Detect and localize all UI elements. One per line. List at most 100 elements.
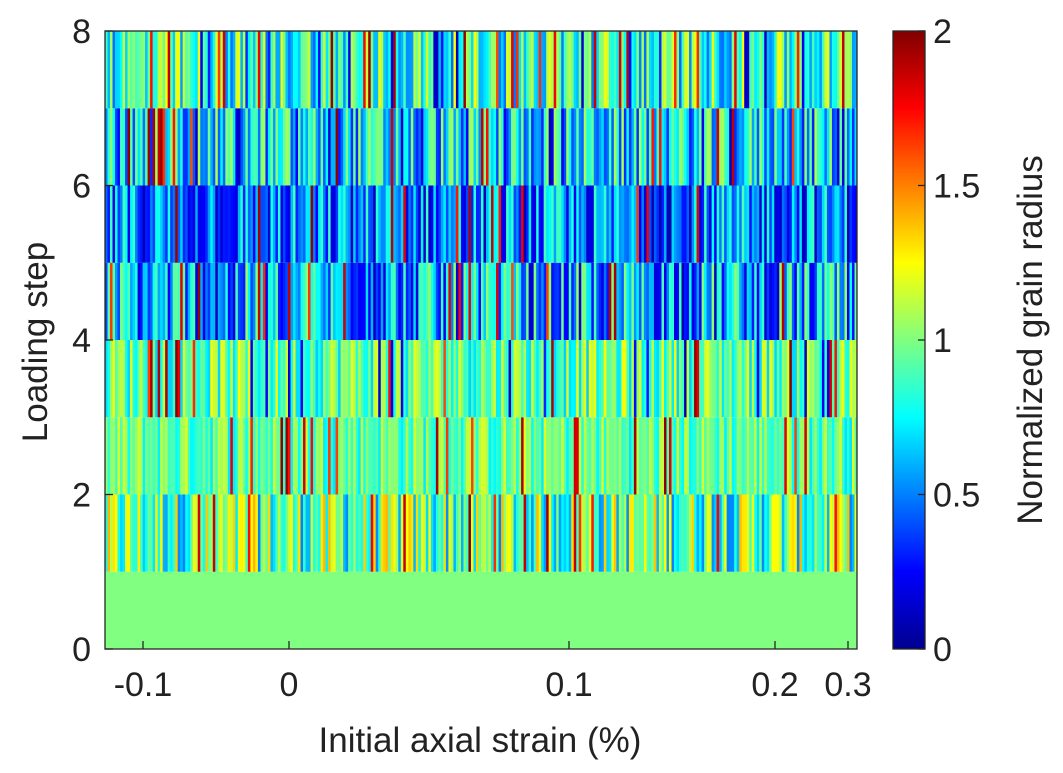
heatmap-cell	[105, 31, 108, 109]
heatmap-cell	[613, 417, 617, 495]
heatmap-cell	[691, 417, 695, 495]
heatmap-cell	[796, 494, 800, 572]
heatmap-cell	[643, 494, 647, 572]
heatmap-cell	[516, 108, 519, 186]
heatmap-cell	[290, 571, 294, 649]
heatmap-cell	[573, 340, 577, 418]
heatmap-cell	[348, 185, 352, 263]
heatmap-cell	[448, 571, 452, 649]
heatmap-cell	[310, 571, 314, 649]
heatmap-cell	[613, 340, 617, 418]
heatmap-cell	[192, 571, 196, 649]
heatmap-cell	[801, 571, 805, 649]
heatmap-cell	[538, 571, 542, 649]
heatmap-cell	[736, 185, 740, 263]
heatmap-cell	[172, 417, 176, 495]
heatmap-cell	[714, 185, 718, 263]
heatmap-cell	[498, 417, 502, 495]
heatmap-cell	[420, 31, 424, 109]
heatmap-cell	[245, 262, 249, 340]
heatmap-cell	[796, 571, 800, 649]
heatmap-cell	[556, 340, 560, 418]
heatmap-cell	[170, 108, 174, 186]
heatmap-cell	[586, 417, 590, 495]
heatmap-cell	[598, 417, 602, 495]
heatmap-cell	[536, 571, 540, 649]
heatmap-cell	[370, 340, 374, 418]
heatmap-cell	[711, 185, 715, 263]
heatmap-cell	[383, 494, 387, 572]
heatmap-cell	[207, 185, 211, 263]
heatmap-cell	[543, 108, 547, 186]
heatmap-cell	[395, 571, 399, 649]
heatmap-cell	[220, 340, 224, 418]
heatmap-cell	[626, 340, 630, 418]
heatmap-cell	[483, 262, 487, 340]
heatmap-cell	[443, 262, 447, 340]
heatmap-cell	[200, 494, 204, 572]
heatmap-cell	[516, 494, 519, 572]
heatmap-cell	[611, 185, 615, 263]
heatmap-cell	[759, 262, 763, 340]
heatmap-cell	[247, 31, 251, 109]
heatmap-cell	[470, 571, 474, 649]
heatmap-cell	[293, 31, 296, 109]
heatmap-cell	[734, 31, 738, 109]
heatmap-cell	[418, 185, 422, 263]
heatmap-cell	[155, 108, 159, 186]
heatmap-cell	[333, 571, 337, 649]
heatmap-cell	[260, 108, 264, 186]
heatmap-cell	[468, 185, 472, 263]
heatmap-cell	[791, 31, 795, 109]
heatmap-cell	[272, 108, 276, 186]
heatmap-cell	[581, 340, 585, 418]
heatmap-cell	[714, 417, 718, 495]
heatmap-cell	[185, 340, 189, 418]
heatmap-cell	[766, 571, 770, 649]
heatmap-cell	[275, 340, 279, 418]
heatmap-cell	[137, 31, 141, 109]
heatmap-cell	[573, 494, 577, 572]
heatmap-cell	[774, 185, 778, 263]
heatmap-cell	[385, 31, 389, 109]
heatmap-cell	[373, 31, 377, 109]
heatmap-cell	[245, 494, 249, 572]
heatmap-cell	[328, 417, 331, 495]
heatmap-cell	[618, 31, 622, 109]
heatmap-cell	[521, 340, 525, 418]
heatmap-cell	[132, 494, 136, 572]
heatmap-cell	[799, 417, 803, 495]
heatmap-cell	[568, 108, 572, 186]
heatmap-cell	[323, 108, 326, 186]
heatmap-cell	[764, 262, 768, 340]
heatmap-cell	[190, 108, 194, 186]
heatmap-cell	[465, 185, 469, 263]
heatmap-cell	[378, 340, 382, 418]
heatmap-cell	[851, 417, 855, 495]
heatmap-cell	[721, 571, 725, 649]
heatmap-cell	[776, 417, 780, 495]
heatmap-cell	[450, 31, 454, 109]
heatmap-cell	[744, 185, 748, 263]
heatmap-cell	[453, 185, 457, 263]
heatmap-cell	[465, 31, 469, 109]
heatmap-cell	[821, 494, 825, 572]
heatmap-cell	[538, 262, 542, 340]
heatmap-cell	[588, 108, 592, 186]
heatmap-cell	[157, 31, 161, 109]
heatmap-cell	[212, 494, 216, 572]
heatmap-cell	[621, 185, 625, 263]
heatmap-cell	[636, 571, 640, 649]
heatmap-cell	[162, 31, 166, 109]
heatmap-cell	[571, 185, 575, 263]
heatmap-cell	[300, 31, 304, 109]
heatmap-cell	[643, 262, 647, 340]
heatmap-cell	[638, 571, 642, 649]
heatmap-cell	[453, 262, 457, 340]
heatmap-cell	[561, 340, 565, 418]
heatmap-cell	[669, 31, 672, 109]
heatmap-cell	[222, 417, 226, 495]
heatmap-cell	[501, 262, 504, 340]
y-tick-label: 0	[72, 631, 91, 669]
heatmap-cell	[107, 340, 111, 418]
